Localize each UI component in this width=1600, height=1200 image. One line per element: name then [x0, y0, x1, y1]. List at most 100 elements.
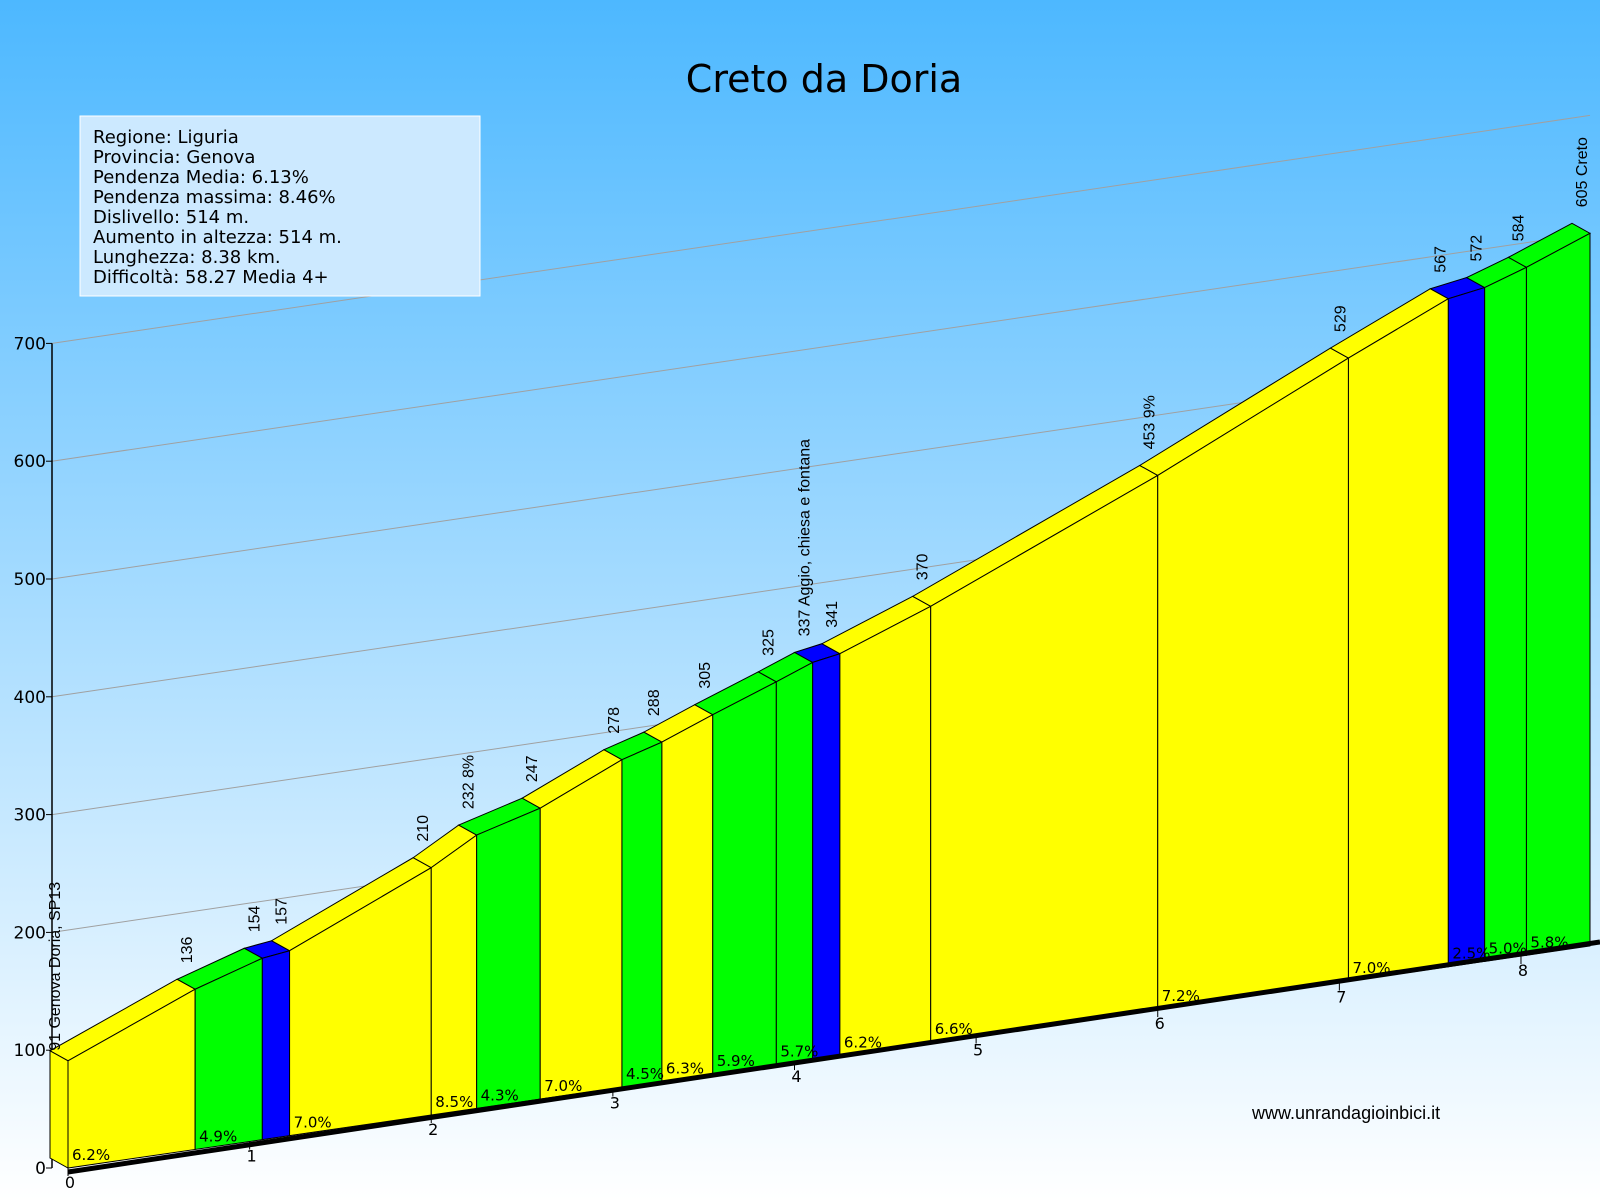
grid-line	[51, 232, 1591, 462]
elevation-label: 232 8%	[461, 755, 478, 809]
segment-front-face	[775, 661, 814, 1066]
segment-front-face	[1347, 297, 1449, 982]
start-side-face	[49, 1049, 69, 1169]
segment-front-face	[539, 758, 623, 1100]
elevation-label: 91 Genova Doria, SP13	[47, 882, 64, 1051]
y-tick-label: 400	[14, 688, 46, 708]
elevation-label: 305	[697, 662, 714, 689]
elevation-label: 157	[274, 898, 291, 925]
y-tick-label: 600	[14, 452, 46, 472]
y-tick-label: 300	[14, 806, 46, 826]
km-tick-label: 0	[65, 1173, 75, 1192]
info-line: Pendenza Media: 6.13%	[93, 167, 309, 188]
grade-label: 5.7%	[780, 1043, 818, 1061]
segment-front-face	[661, 713, 714, 1082]
info-line: Provincia: Genova	[93, 147, 255, 168]
profile-segment	[1138, 347, 1350, 1010]
km-tick-label: 3	[610, 1094, 620, 1113]
y-tick-label: 100	[14, 1041, 46, 1061]
segment-front-face	[812, 653, 841, 1060]
grade-label: 4.9%	[199, 1127, 237, 1145]
segment-front-face	[1484, 266, 1527, 962]
grade-label: 4.3%	[481, 1086, 519, 1104]
elevation-label: 247	[524, 755, 541, 782]
grade-label: 7.0%	[544, 1077, 582, 1095]
distance-axis-line	[67, 939, 1600, 1175]
profile-segment	[270, 857, 433, 1137]
grade-label: 2.5%	[1452, 945, 1490, 963]
grade-label: 7.0%	[1352, 959, 1390, 977]
elevation-label: 529	[1332, 305, 1349, 332]
profile-segments	[48, 222, 1592, 1169]
elevation-label: 154	[246, 905, 263, 932]
y-tick-label: 0	[35, 1159, 46, 1179]
y-tick-label: 700	[14, 334, 46, 354]
elevation-label: 605 Creto	[1574, 137, 1591, 207]
segment-front-face	[621, 741, 663, 1088]
grade-label: 6.6%	[935, 1020, 973, 1038]
grade-label: 6.2%	[844, 1033, 882, 1051]
elevation-label: 325	[760, 629, 777, 656]
segment-front-face	[194, 957, 263, 1151]
elevation-label: 453 9%	[1142, 395, 1159, 449]
elevation-label: 341	[824, 601, 841, 628]
elevation-label: 567	[1432, 246, 1449, 273]
y-tick-label: 200	[14, 923, 46, 943]
grade-label: 5.8%	[1530, 933, 1568, 951]
segment-front-face	[261, 950, 291, 1141]
grade-labels: 6.2% 4.9% 7.0% 8.5% 4.3% 7.0% 4.5% 6.3% 5.9% 5.7%…	[72, 933, 1569, 1164]
y-tick-label: 500	[14, 570, 46, 590]
grade-label: 5.0%	[1489, 939, 1527, 957]
grade-label: 7.2%	[1162, 987, 1200, 1005]
segment-front-face	[1525, 232, 1591, 956]
info-box-background	[79, 115, 481, 297]
km-tick-label: 2	[428, 1120, 438, 1139]
distance-axis: 0 1 2 3 4 5 6 7 8	[65, 939, 1600, 1192]
km-tick-label: 1	[247, 1147, 257, 1166]
km-tick-label: 7	[1336, 988, 1346, 1007]
grade-label: 5.9%	[717, 1052, 755, 1070]
info-line: Aumento in altezza: 514 m.	[93, 227, 342, 248]
grade-label: 6.2%	[72, 1146, 110, 1164]
chart-title: Creto da Doria	[686, 57, 962, 101]
y-axis: 0 100 200 300 400 500 600 700	[14, 334, 53, 1179]
segment-front-face	[839, 605, 932, 1056]
profile-segment	[1507, 222, 1592, 956]
segment-front-face	[476, 807, 541, 1109]
info-line: Difficoltà: 58.27 Media 4+	[93, 267, 329, 288]
info-line: Lunghezza: 8.38 km.	[93, 247, 281, 268]
profile-segment	[1465, 256, 1528, 962]
profile-segment	[243, 940, 291, 1141]
elevation-label: 572	[1469, 235, 1486, 262]
segment-front-face	[430, 834, 478, 1116]
elevation-label: 337 Aggio, chiesa e fontana	[797, 439, 814, 637]
elevation-labels: 91 Genova Doria, SP13 136 154 157 210 232 8% 2…	[47, 137, 1591, 1051]
segment-front-face	[712, 681, 777, 1075]
info-line: Dislivello: 514 m.	[93, 207, 249, 228]
km-tick-label: 4	[791, 1067, 801, 1086]
info-line: Pendenza massima: 8.46%	[93, 187, 336, 208]
elevation-label: 288	[646, 689, 663, 716]
grid-line	[51, 114, 1591, 344]
grade-label: 4.5%	[626, 1065, 664, 1083]
km-tick-label: 8	[1518, 961, 1528, 980]
profile-segment	[1329, 288, 1450, 982]
profile-segment	[176, 947, 264, 1151]
grade-label: 7.0%	[294, 1114, 332, 1132]
website-url[interactable]: www.unrandagioinbici.it	[1251, 1103, 1440, 1123]
grade-label: 8.5%	[435, 1093, 473, 1111]
km-tick-label: 5	[973, 1041, 983, 1060]
elevation-label: 370	[915, 554, 932, 581]
elevation-label: 210	[415, 815, 432, 842]
profile-segment	[820, 595, 932, 1056]
info-line: Regione: Liguria	[93, 127, 239, 148]
grade-label: 6.3%	[666, 1059, 704, 1077]
elevation-label: 136	[179, 936, 196, 963]
profile-segment	[642, 704, 714, 1082]
elevation-label: 584	[1510, 215, 1527, 242]
km-tick-label: 6	[1155, 1014, 1165, 1033]
segment-front-face	[1447, 286, 1486, 968]
